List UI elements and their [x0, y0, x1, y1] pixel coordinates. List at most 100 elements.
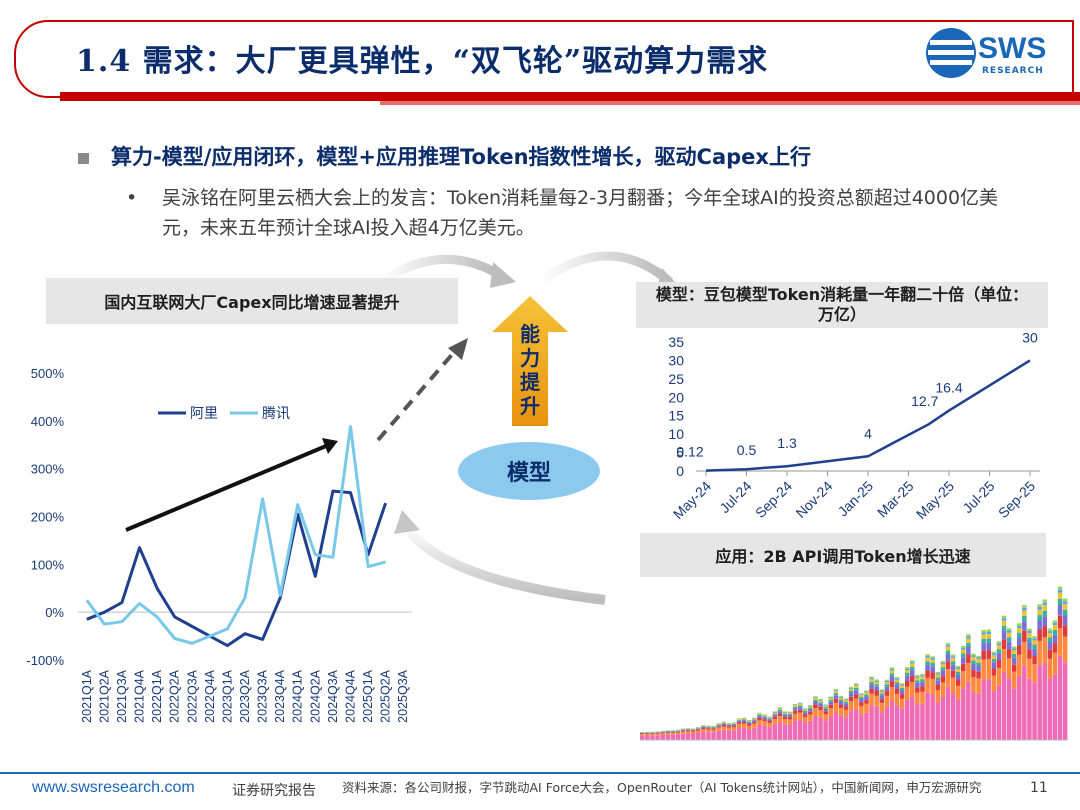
stack-bar-segment — [696, 728, 701, 729]
stack-bar-segment — [782, 713, 788, 715]
stack-bar-segment — [843, 703, 849, 707]
stack-bar-segment — [792, 704, 798, 706]
stack-bar-segment — [741, 723, 747, 728]
stack-bar-segment — [752, 720, 757, 722]
stack-bar-segment — [706, 729, 711, 733]
stack-bar-segment — [991, 651, 997, 654]
stack-bar-segment — [915, 687, 920, 693]
stack-bar-segment — [803, 710, 808, 713]
stack-bar-segment — [843, 706, 849, 710]
right-chart-label: 模型：豆包模型Token消耗量一年翻二十倍（单位：万亿） — [636, 282, 1048, 328]
stack-bar-segment — [1022, 621, 1027, 631]
stack-bar-segment — [976, 671, 981, 679]
stack-bar-segment — [777, 708, 783, 710]
stack-bar-segment — [884, 686, 890, 692]
stack-bar-segment — [976, 655, 981, 658]
stack-bar-segment — [1052, 634, 1058, 644]
stack-bar-segment — [966, 634, 971, 637]
stack-bar-segment — [905, 670, 910, 673]
stack-bar-segment — [869, 677, 874, 680]
stack-bar-segment — [859, 697, 864, 699]
stack-bar-segment — [741, 720, 747, 722]
data-label: 30 — [1022, 330, 1038, 345]
stack-bar-segment — [1037, 615, 1042, 621]
stack-bar-segment — [940, 661, 946, 663]
stack-bar-segment — [884, 696, 890, 707]
stack-bar-segment — [838, 704, 844, 708]
stack-bar-segment — [777, 716, 783, 723]
stack-bar-segment — [843, 717, 849, 740]
stack-bar-segment — [986, 638, 991, 643]
stack-bar-segment — [767, 722, 772, 728]
stack-bar-segment — [1052, 620, 1058, 623]
stack-bar-segment — [757, 713, 762, 714]
stack-bar-segment — [716, 730, 721, 740]
stack-bar-segment — [640, 733, 645, 735]
stack-bar-segment — [1012, 657, 1017, 665]
stack-bar-segment — [721, 726, 726, 730]
y-tick-label: 400% — [31, 414, 65, 429]
stack-bar-segment — [1022, 615, 1027, 622]
data-label: 4 — [864, 425, 872, 441]
stack-bar-segment — [940, 682, 946, 697]
stack-bar-segment — [833, 689, 839, 691]
stack-bar-segment — [721, 729, 726, 740]
stack-bar-segment — [1027, 649, 1032, 659]
stack-bar-segment — [736, 728, 742, 740]
stack-bar-segment — [961, 649, 966, 654]
stack-bar-segment — [762, 725, 767, 740]
stack-bar-segment — [991, 691, 997, 740]
stack-bar-segment — [879, 691, 884, 694]
stack-bar-segment — [935, 674, 940, 678]
stack-bar-segment — [996, 643, 1002, 646]
stack-bar-segment — [792, 720, 798, 740]
stack-bar-segment — [1022, 665, 1027, 740]
x-tick-label: 2021Q2A — [97, 669, 111, 722]
stack-bar-segment — [848, 687, 854, 689]
stack-bar-segment — [1037, 640, 1042, 666]
stack-bar-segment — [971, 655, 976, 658]
stack-bar-segment — [1012, 671, 1017, 689]
stack-bar-segment — [930, 656, 935, 658]
stack-bar-segment — [905, 686, 910, 700]
stack-bar-segment — [685, 729, 691, 731]
x-tick-label: May-25 — [913, 478, 957, 522]
stack-bar-segment — [1062, 598, 1068, 602]
stack-bar-segment — [899, 685, 905, 688]
stack-bar-segment — [920, 676, 925, 680]
stack-bar-segment — [976, 665, 981, 672]
stack-bar-segment — [961, 671, 966, 689]
stack-bar-segment — [879, 689, 884, 691]
stack-bar-segment — [910, 666, 915, 671]
stack-bar-segment — [920, 681, 925, 687]
stack-bar-segment — [731, 725, 737, 728]
x-tick-label: 2022Q1A — [150, 669, 164, 722]
stack-bar-segment — [798, 707, 803, 710]
stack-bar-segment — [1001, 671, 1007, 740]
footer-report-label: 证券研究报告 — [232, 783, 316, 799]
api-token-stacked-chart-image — [640, 586, 1068, 741]
stack-bar-segment — [691, 728, 696, 730]
stack-bar-segment — [1057, 592, 1063, 599]
stack-bar-segment — [935, 673, 940, 675]
y-tick-label: 0 — [676, 463, 684, 479]
stack-bar-segment — [701, 731, 706, 740]
stack-bar-segment — [1012, 654, 1017, 658]
stack-bar-segment — [1032, 638, 1037, 641]
stack-bar-segment — [976, 693, 981, 740]
x-tick-label: Jul-24 — [716, 478, 754, 516]
y-tick-label: 10 — [668, 426, 684, 442]
trend-arrow-line — [125, 444, 327, 532]
stack-bar-segment — [981, 650, 986, 660]
stack-bar-segment — [930, 659, 935, 663]
stack-bar-segment — [706, 728, 711, 730]
stack-bar-segment — [864, 692, 869, 695]
x-tick-label: 2025Q2A — [379, 669, 393, 722]
stack-bar-segment — [930, 678, 935, 694]
stack-bar-segment — [777, 708, 783, 709]
stack-bar-segment — [782, 711, 788, 712]
footer-url[interactable]: www.swsresearch.com — [32, 779, 195, 796]
stack-bar-segment — [721, 725, 726, 727]
stack-bar-segment — [767, 716, 772, 718]
